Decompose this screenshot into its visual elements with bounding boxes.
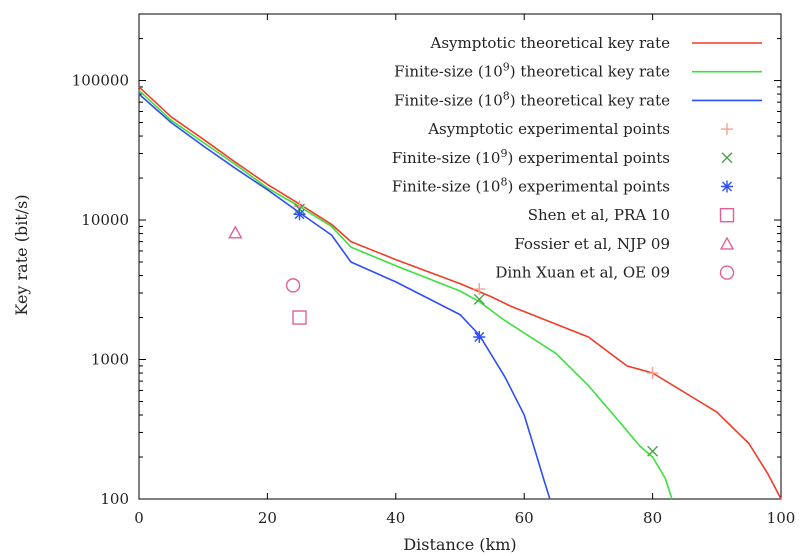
y-axis-label: Key rate (bit/s) <box>12 194 31 315</box>
legend: Asymptotic theoretical key rate Finite-si… <box>392 34 762 282</box>
data-point-plus <box>473 283 486 296</box>
x-tick-label: 40 <box>386 509 405 527</box>
points-layer <box>228 200 659 457</box>
x-tick-label: 0 <box>134 509 144 527</box>
legend-sample-square <box>719 207 735 223</box>
y-tick-label: 100000 <box>72 72 129 90</box>
data-point-square <box>292 310 307 325</box>
legend-label: Finite-size (109) theoretical key rate <box>394 61 670 81</box>
legend-sample-cross <box>721 152 733 164</box>
x-tick-label: 60 <box>515 509 534 527</box>
series-line-0 <box>138 86 782 500</box>
data-point-triangle <box>228 225 243 239</box>
y-tick-label: 100 <box>100 490 129 508</box>
legend-label: Finite-size (108) theoretical key rate <box>394 89 670 109</box>
legend-sample-triangle <box>719 236 735 250</box>
x-tick-label: 80 <box>643 509 662 527</box>
plot-frame <box>138 13 782 500</box>
legend-label: Finite-size (109) experimental points <box>392 147 670 167</box>
data-point-circle <box>285 278 301 293</box>
data-point-plus <box>646 367 659 380</box>
data-point-cross <box>473 293 485 305</box>
data-point-star <box>473 331 486 344</box>
series-layer <box>138 86 782 500</box>
series-line-1 <box>138 89 673 500</box>
x-tick-label: 100 <box>767 509 796 527</box>
x-tick-label: 20 <box>258 509 277 527</box>
y-tick-label: 1000 <box>91 351 129 369</box>
legend-sample-circle <box>719 265 735 280</box>
legend-label: Dinh Xuan et al, OE 09 <box>495 264 670 282</box>
data-point-star <box>293 208 306 221</box>
x-axis-label: Distance (km) <box>403 535 516 554</box>
data-point-cross <box>647 445 659 457</box>
legend-label: Asymptotic experimental points <box>427 120 670 138</box>
series-line-2 <box>138 93 551 500</box>
legend-sample-star <box>721 180 733 193</box>
legend-label: Asymptotic theoretical key rate <box>430 34 671 52</box>
y-tick-label: 10000 <box>81 211 129 229</box>
legend-sample-plus <box>721 123 733 136</box>
legend-label: Fossier et al, NJP 09 <box>514 235 670 253</box>
legend-label: Shen et al, PRA 10 <box>528 206 670 224</box>
axes-layer: 0 20 40 60 80 100 100 1000 10000 100000 <box>72 13 796 527</box>
legend-label: Finite-size (108) experimental points <box>392 176 670 196</box>
